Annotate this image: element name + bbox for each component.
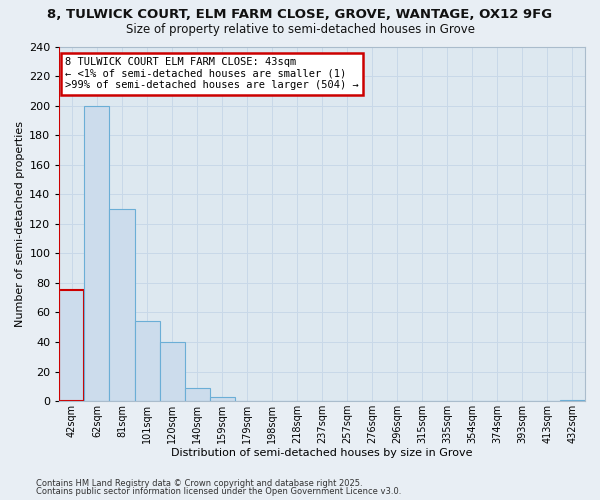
Bar xyxy=(185,388,209,401)
Bar xyxy=(160,342,185,401)
Bar xyxy=(134,322,160,401)
Bar xyxy=(560,400,585,401)
Text: 8, TULWICK COURT, ELM FARM CLOSE, GROVE, WANTAGE, OX12 9FG: 8, TULWICK COURT, ELM FARM CLOSE, GROVE,… xyxy=(47,8,553,20)
Y-axis label: Number of semi-detached properties: Number of semi-detached properties xyxy=(15,121,25,327)
X-axis label: Distribution of semi-detached houses by size in Grove: Distribution of semi-detached houses by … xyxy=(172,448,473,458)
Text: 8 TULWICK COURT ELM FARM CLOSE: 43sqm
← <1% of semi-detached houses are smaller : 8 TULWICK COURT ELM FARM CLOSE: 43sqm ← … xyxy=(65,57,358,90)
Bar xyxy=(59,290,85,401)
Bar xyxy=(85,106,109,401)
Bar xyxy=(209,396,235,401)
Text: Contains public sector information licensed under the Open Government Licence v3: Contains public sector information licen… xyxy=(36,487,401,496)
Text: Contains HM Land Registry data © Crown copyright and database right 2025.: Contains HM Land Registry data © Crown c… xyxy=(36,478,362,488)
Text: Size of property relative to semi-detached houses in Grove: Size of property relative to semi-detach… xyxy=(125,22,475,36)
Bar xyxy=(109,209,134,401)
